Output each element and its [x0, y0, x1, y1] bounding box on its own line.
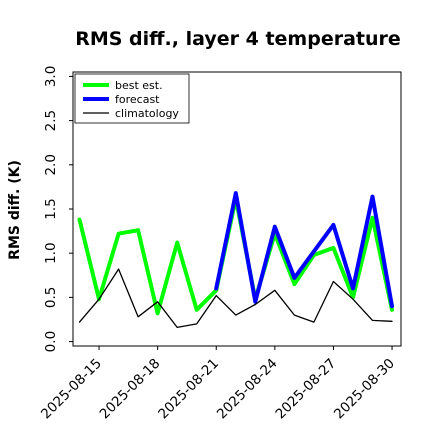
legend-label-best-est: best est. — [115, 79, 163, 92]
series-line-forecast — [214, 191, 394, 309]
y-tick-label: 2.5 — [43, 110, 59, 131]
plot-area — [77, 191, 394, 329]
y-tick-label: 1.0 — [43, 242, 59, 263]
x-tick-label: 2025-08-18 — [97, 356, 164, 423]
y-axis-label: RMS diff. (K) — [7, 160, 23, 260]
y-tick-label: 0.0 — [43, 331, 59, 352]
x-tick-label: 2025-08-15 — [38, 356, 105, 423]
x-tick-label: 2025-08-30 — [331, 356, 398, 423]
legend-label-climatology: climatology — [115, 107, 179, 120]
legend: best est. forecast climatology — [74, 73, 190, 124]
chart-title: RMS diff., layer 4 temperature — [75, 28, 401, 50]
y-tick-label: 1.5 — [43, 198, 59, 219]
x-tick-label: 2025-08-24 — [214, 356, 281, 423]
series-line-climatology — [78, 268, 393, 329]
legend-label-forecast: forecast — [115, 93, 160, 106]
x-axis: 2025-08-152025-08-182025-08-212025-08-24… — [38, 346, 398, 422]
y-tick-label: 0.5 — [43, 287, 59, 308]
y-tick-label: 2.0 — [43, 154, 59, 175]
x-tick-label: 2025-08-21 — [155, 356, 222, 423]
y-tick-label: 3.0 — [43, 66, 59, 87]
x-tick-label: 2025-08-27 — [272, 356, 339, 423]
y-axis: 0.0 0.5 1.0 1.5 2.0 2.5 3.0 — [43, 66, 73, 352]
series-line-best-est — [77, 196, 394, 316]
